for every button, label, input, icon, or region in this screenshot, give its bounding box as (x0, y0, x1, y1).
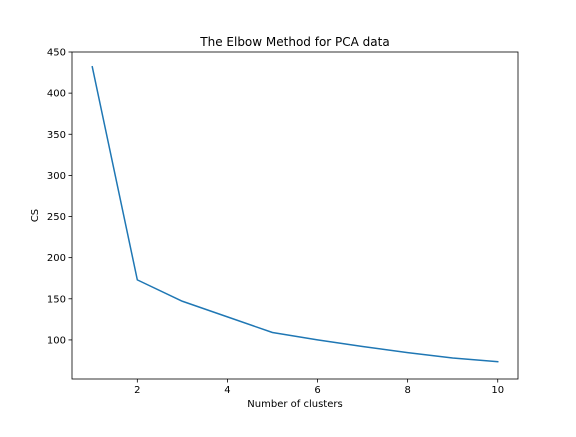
y-tick-label: 400 (47, 89, 66, 100)
y-axis-label: CS (30, 209, 41, 222)
y-tick-label: 300 (47, 171, 66, 182)
x-tick-label: 6 (314, 385, 320, 396)
chart-title: The Elbow Method for PCA data (199, 35, 389, 49)
y-tick-label: 200 (47, 253, 66, 264)
y-tick-label: 250 (47, 212, 66, 223)
x-tick-label: 4 (224, 385, 230, 396)
y-tick-label: 150 (47, 294, 66, 305)
plot-frame (71, 51, 519, 380)
series-layer (91, 65, 499, 363)
x-tick-label: 2 (134, 385, 140, 396)
y-tick-label: 350 (47, 130, 66, 141)
y-tick-label: 450 (47, 48, 66, 59)
x-tick-label: 10 (491, 385, 504, 396)
y-tick-label: 100 (47, 335, 66, 346)
series-line (91, 65, 499, 363)
ticks-layer: 2 4 6 8 10 100 150 200 250 300 350 400 450 (47, 48, 504, 397)
x-tick-label: 8 (404, 385, 410, 396)
x-axis-label: Number of clusters (247, 399, 342, 410)
